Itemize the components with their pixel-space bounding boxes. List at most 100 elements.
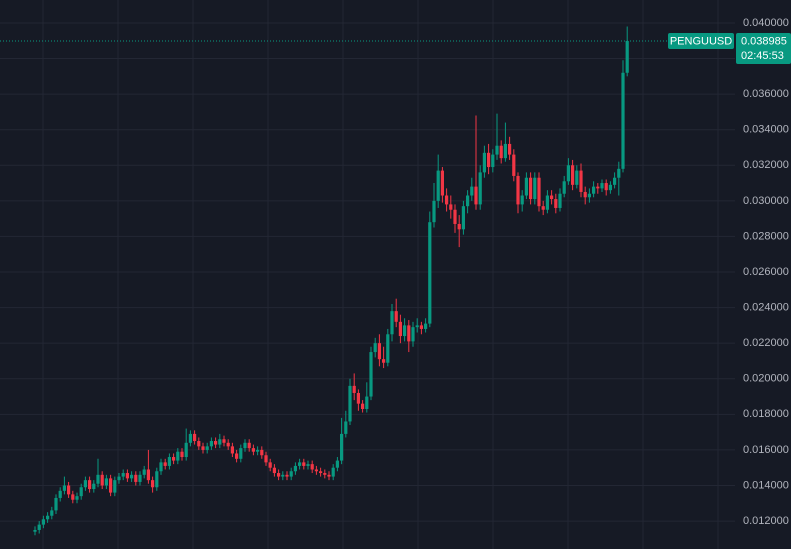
candle-body	[314, 469, 318, 472]
y-tick-label: 0.022000	[743, 337, 789, 349]
candle-body	[260, 449, 264, 456]
candle-body	[180, 451, 184, 458]
y-tick-label: 0.020000	[743, 373, 789, 385]
candle-body	[503, 143, 507, 159]
candle-body	[100, 474, 104, 486]
candle-body	[243, 442, 247, 449]
candle-body	[411, 327, 415, 342]
candle-body	[348, 385, 352, 422]
candle-body	[83, 480, 87, 488]
candle-body	[319, 471, 323, 474]
candle-body	[432, 200, 436, 223]
candle-body	[508, 143, 512, 155]
candle-body	[251, 448, 255, 452]
candle-body	[264, 455, 268, 463]
candle-body	[214, 441, 218, 445]
candle-body	[600, 183, 604, 189]
candle-body	[440, 170, 444, 196]
y-tick-label: 0.014000	[743, 479, 789, 491]
candle-body	[268, 462, 272, 468]
candle-body	[67, 485, 71, 495]
candle-body	[491, 154, 495, 168]
candle-body	[323, 473, 327, 475]
candle-body	[382, 359, 386, 363]
y-tick-label: 0.036000	[743, 88, 789, 100]
last-price-label: 0.038985	[741, 35, 787, 47]
candle-body	[298, 462, 302, 466]
candle-body	[575, 170, 579, 185]
candle-body	[92, 483, 96, 490]
candle-body	[146, 469, 150, 481]
y-tick-label: 0.012000	[743, 515, 789, 527]
candle-body	[193, 433, 197, 442]
candle-body	[46, 515, 50, 520]
candle-body	[130, 474, 134, 479]
candle-body	[54, 497, 58, 511]
candle-body	[184, 442, 188, 458]
candle-body	[197, 441, 201, 447]
candle-body	[541, 206, 545, 210]
candle-body	[583, 191, 587, 198]
candle-body	[365, 396, 369, 409]
candle-body	[188, 433, 192, 443]
candle-body	[592, 186, 596, 194]
candle-body	[151, 480, 155, 488]
candle-body	[159, 462, 163, 472]
price-box	[736, 33, 791, 65]
candle-body	[352, 385, 356, 393]
candle-body	[424, 323, 428, 329]
candle-body	[289, 471, 293, 477]
candle-body	[226, 442, 230, 447]
candle-body	[415, 325, 419, 328]
candle-body	[373, 343, 377, 353]
candle-body	[37, 524, 41, 530]
candle-body	[117, 476, 121, 481]
candle-body	[449, 204, 453, 210]
candle-body	[537, 177, 541, 207]
candle-body	[104, 478, 108, 486]
candle-body	[554, 199, 558, 208]
candle-body	[256, 449, 260, 452]
grid	[0, 0, 735, 549]
candle-body	[436, 170, 440, 201]
candle-body	[344, 421, 348, 434]
candle-body	[495, 145, 499, 155]
candle-body	[545, 195, 549, 210]
candle-body	[109, 478, 113, 493]
candle-body	[230, 446, 234, 454]
candle-body	[445, 195, 449, 205]
candle-body	[277, 473, 281, 477]
candle-body	[121, 473, 125, 477]
candle-body	[453, 209, 457, 224]
candle-body	[167, 457, 171, 466]
candle-body	[482, 152, 486, 173]
candle-body	[310, 464, 314, 470]
candle-body	[125, 473, 129, 479]
candle-body	[361, 403, 365, 409]
candle-body	[306, 464, 310, 466]
candle-body	[621, 72, 625, 169]
candle-body	[407, 325, 411, 342]
candle-body	[201, 446, 205, 450]
symbol-label: PENGUUSD	[670, 35, 732, 47]
y-tick-label: 0.016000	[743, 444, 789, 456]
candle-body	[41, 519, 45, 525]
candle-body	[390, 311, 394, 335]
candle-body	[596, 186, 600, 189]
candle-body	[524, 177, 528, 196]
candle-body	[239, 448, 243, 459]
candle-body	[457, 223, 461, 230]
candle-body	[419, 325, 423, 329]
candle-body	[608, 184, 612, 191]
candles	[33, 26, 629, 536]
candle-body	[604, 183, 608, 191]
candle-body	[138, 474, 142, 482]
symbol-box	[668, 33, 734, 50]
y-tick-label: 0.030000	[743, 195, 789, 207]
candle-body	[571, 165, 575, 185]
candle-body	[487, 152, 491, 168]
candle-body	[331, 467, 335, 477]
candle-body	[302, 462, 306, 466]
